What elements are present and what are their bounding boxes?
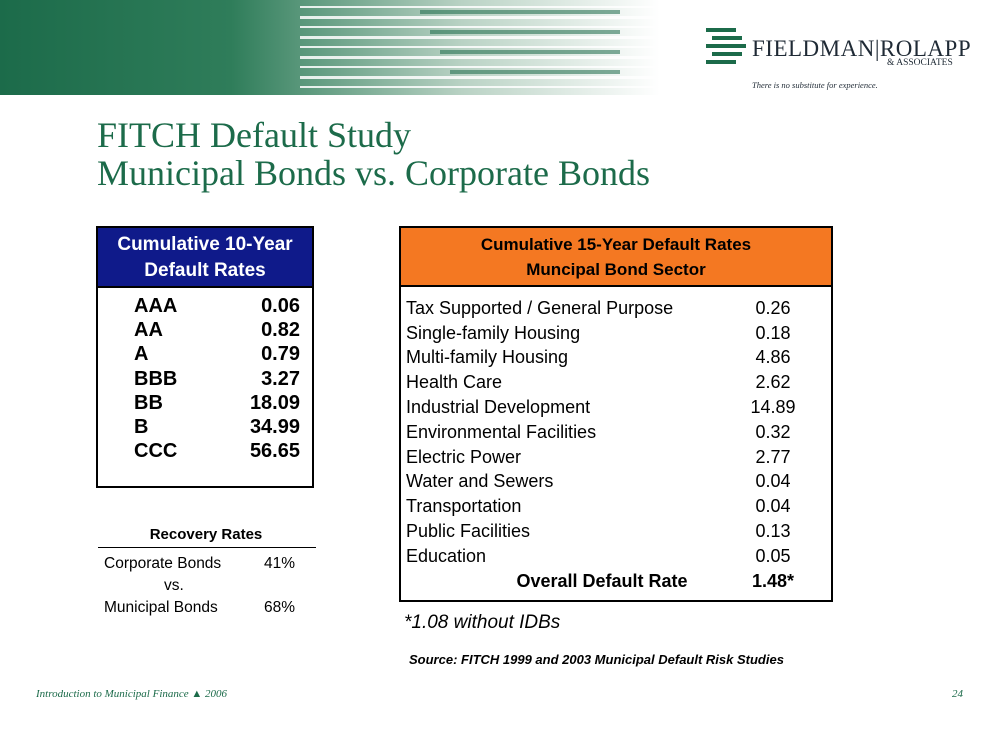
logo-subtitle: & ASSOCIATES [887, 58, 953, 68]
sector-label: Single-family Housing [406, 322, 581, 343]
sector-value: 2.77 [755, 446, 791, 467]
rating-value: 0.82 [261, 318, 300, 341]
table-row: CCC 56.65 [98, 440, 312, 464]
sector-label: Public Facilities [406, 521, 531, 542]
table-row: Tax Supported / General Purpose 0.26 [401, 296, 831, 321]
sector-value: 0.04 [755, 471, 791, 492]
sector-value: 0.26 [755, 297, 791, 318]
recovery-vs-label: vs. [164, 577, 184, 594]
total-row: Overall Default Rate 1.48* [401, 569, 831, 595]
logo-wordmark: FIELDMAN|ROLAPP [752, 36, 972, 61]
sector-label: Health Care [406, 372, 503, 393]
table-row: Public Facilities 0.13 [401, 519, 831, 544]
rating-value: 3.27 [261, 367, 300, 390]
sector-label: Education [406, 545, 487, 566]
total-label: Overall Default Rate [516, 571, 688, 592]
sector-value: 0.18 [755, 322, 791, 343]
sector-value: 0.05 [755, 545, 791, 566]
rating-value: 34.99 [249, 416, 300, 439]
recovery-rates-title: Recovery Rates [149, 526, 263, 543]
slide-title-line2: Municipal Bonds vs. Corporate Bonds [97, 153, 650, 193]
table-row: Environmental Facilities 0.32 [401, 420, 831, 445]
sector-label: Transportation [406, 496, 522, 517]
table-row: Transportation 0.04 [401, 494, 831, 519]
slide-title: FITCH Default Study Municipal Bonds vs. … [97, 116, 650, 192]
recovery-divider [98, 547, 316, 548]
slide-title-line1: FITCH Default Study [97, 115, 411, 155]
rating-label: AA [134, 318, 163, 341]
table-row: Water and Sewers 0.04 [401, 470, 831, 495]
table-row: AA 0.82 [98, 318, 312, 342]
sector-default-table: Cumulative 15-Year Default Rates Muncipa… [399, 226, 833, 602]
table-row: Industrial Development 14.89 [401, 395, 831, 420]
rating-label: BBB [134, 367, 178, 390]
table-row: Education 0.05 [401, 544, 831, 569]
header-stripe-banner [0, 0, 660, 95]
sector-value: 0.32 [755, 421, 791, 442]
table-row: Electric Power 2.77 [401, 445, 831, 470]
table-row: BB 18.09 [98, 391, 312, 415]
sector-label: Environmental Facilities [406, 421, 597, 442]
table-row: BBB 3.27 [98, 367, 312, 391]
ratings-header-line1: Cumulative 10-Year [117, 234, 293, 255]
sector-value: 4.86 [755, 347, 791, 368]
sector-header-line2: Muncipal Bond Sector [526, 260, 706, 279]
recovery-corporate-label: Corporate Bonds [104, 555, 222, 572]
table-row: AAA 0.06 [98, 294, 312, 318]
sector-table-header: Cumulative 15-Year Default Rates Muncipa… [401, 228, 831, 287]
table-row: Health Care 2.62 [401, 370, 831, 395]
sector-label: Tax Supported / General Purpose [406, 297, 674, 318]
recovery-corporate-value: 41% [264, 555, 296, 572]
sector-label: Multi-family Housing [406, 347, 569, 368]
rating-label: BB [134, 391, 163, 414]
table-row: Single-family Housing 0.18 [401, 321, 831, 346]
footer-course-title: Introduction to Municipal Finance ▲ 2006 [36, 688, 228, 700]
sector-value: 14.89 [750, 397, 796, 418]
ratings-header-line2: Default Rates [144, 260, 266, 281]
rating-value: 18.09 [249, 391, 300, 414]
rating-value: 0.79 [261, 343, 300, 366]
table-row: B 34.99 [98, 415, 312, 439]
sector-value: 0.04 [755, 496, 791, 517]
rating-label: A [134, 343, 149, 366]
rating-label: CCC [134, 440, 178, 463]
sector-value: 0.13 [755, 521, 791, 542]
recovery-municipal-label: Municipal Bonds [104, 599, 218, 616]
sector-label: Electric Power [406, 446, 522, 467]
footnote: *1.08 without IDBs [404, 612, 561, 633]
table-row: Multi-family Housing 4.86 [401, 346, 831, 371]
rating-label: AAA [134, 294, 178, 317]
ratings-table-header: Cumulative 10-Year Default Rates [98, 228, 312, 288]
sector-label: Industrial Development [406, 397, 591, 418]
recovery-municipal-value: 68% [264, 599, 296, 616]
rating-value: 56.65 [249, 440, 300, 463]
rating-label: B [134, 416, 149, 439]
page-number: 24 [952, 688, 963, 700]
total-value: 1.48* [751, 571, 795, 592]
rating-value: 0.06 [261, 294, 300, 317]
ratings-default-table: Cumulative 10-Year Default Rates AAA 0.06… [96, 226, 314, 488]
table-row: A 0.79 [98, 343, 312, 367]
source-citation: Source: FITCH 1999 and 2003 Municipal De… [409, 652, 784, 667]
logo-tagline: There is no substitute for experience. [752, 80, 878, 90]
sector-label: Water and Sewers [406, 471, 554, 492]
sector-header-line1: Cumulative 15-Year Default Rates [480, 235, 752, 254]
sector-value: 2.62 [755, 372, 791, 393]
firm-logo-icon [706, 28, 746, 64]
